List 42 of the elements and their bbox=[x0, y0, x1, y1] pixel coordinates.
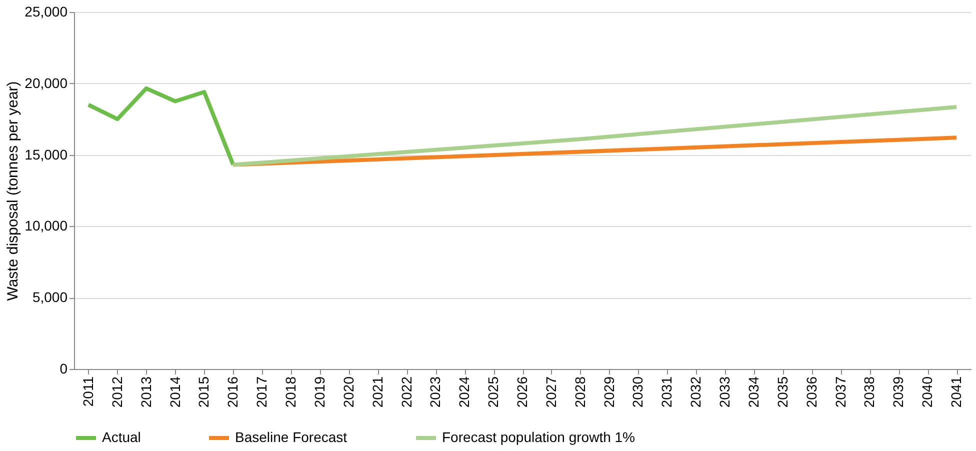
line-series bbox=[86, 86, 236, 167]
x-tick-label: 2025 bbox=[485, 376, 502, 408]
y-axis-title: Waste disposal (tonnes per year) bbox=[4, 81, 22, 301]
x-tick-label: 2031 bbox=[658, 376, 675, 408]
x-tick-label: 2017 bbox=[254, 376, 270, 408]
x-tick-label: 2022 bbox=[398, 376, 414, 408]
x-tick-label: 2015 bbox=[196, 376, 212, 408]
x-tick-label: 2021 bbox=[369, 376, 386, 408]
x-tick-label: 2011 bbox=[80, 376, 96, 407]
x-tick-label: 2037 bbox=[832, 376, 848, 408]
x-tick-label: 2026 bbox=[514, 376, 530, 408]
x-tick-label: 2033 bbox=[716, 376, 733, 408]
x-tick-label: 2030 bbox=[630, 376, 646, 408]
legend-label: Baseline Forecast bbox=[235, 429, 348, 445]
x-tick-label: 2038 bbox=[861, 376, 878, 408]
y-tick-label: 5,000 bbox=[32, 289, 68, 306]
x-tick-label: 2027 bbox=[542, 376, 559, 408]
x-tick-label: 2041 bbox=[948, 376, 964, 408]
y-tick-label: 20,000 bbox=[24, 74, 68, 91]
y-tick-label: 10,000 bbox=[24, 218, 68, 234]
x-tick-label: 2024 bbox=[456, 376, 472, 408]
x-tick-label: 2016 bbox=[224, 376, 241, 408]
x-tick-label: 2019 bbox=[311, 376, 328, 408]
x-tick-label: 2020 bbox=[340, 376, 356, 408]
x-tick-label: 2014 bbox=[166, 376, 183, 408]
x-tick-label: 2018 bbox=[282, 376, 299, 408]
x-tick-label: 2023 bbox=[427, 376, 444, 408]
x-tick-label: 2029 bbox=[600, 376, 617, 408]
x-tick-label: 2036 bbox=[803, 376, 820, 408]
legend-label: Forecast population growth 1% bbox=[442, 429, 635, 445]
legend-label: Actual bbox=[102, 429, 141, 445]
x-tick-label: 2032 bbox=[688, 376, 704, 408]
x-tick-label: 2012 bbox=[108, 376, 125, 408]
y-tick-label: 15,000 bbox=[24, 146, 68, 162]
x-tick-label: 2013 bbox=[138, 376, 154, 408]
x-tick-label: 2034 bbox=[745, 376, 762, 408]
x-tick-label: 2028 bbox=[572, 376, 588, 408]
y-tick-label: 0 bbox=[60, 360, 68, 376]
y-tick-label: 25,000 bbox=[24, 4, 68, 20]
x-tick-label: 2040 bbox=[919, 376, 936, 408]
x-tick-label: 2035 bbox=[774, 376, 790, 408]
x-tick-label: 2039 bbox=[890, 376, 906, 408]
